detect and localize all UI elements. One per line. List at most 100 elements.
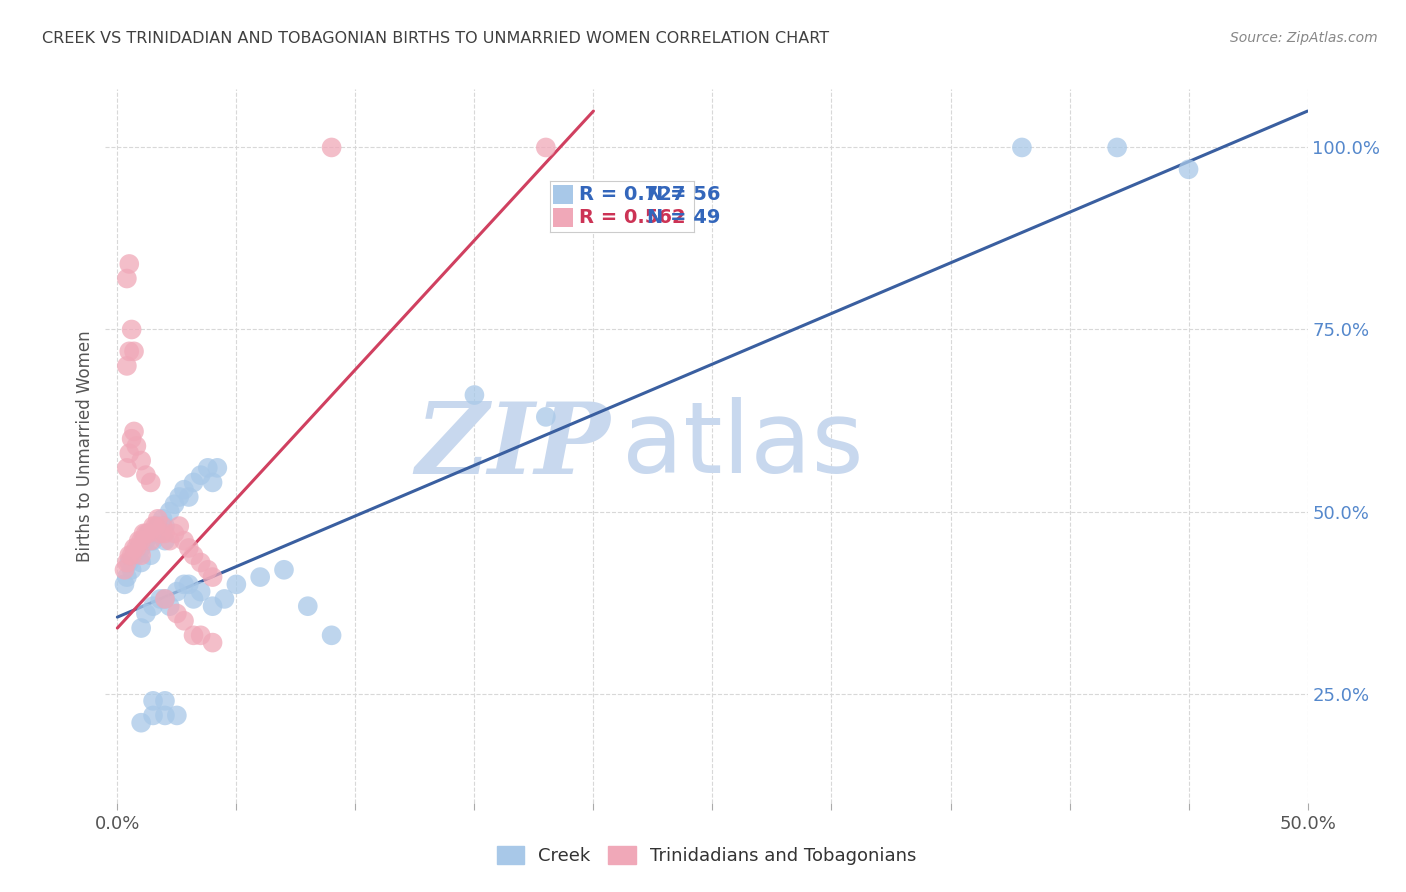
Point: [115, 460, 138, 475]
Point: [145, 526, 167, 541]
Bar: [553, 186, 574, 204]
Point: [149, 526, 172, 541]
Point: [183, 628, 205, 642]
Point: [183, 475, 205, 490]
Point: [273, 563, 295, 577]
Point: [129, 715, 152, 730]
Point: [463, 388, 485, 402]
Point: [146, 512, 169, 526]
Point: [114, 563, 136, 577]
Point: [173, 483, 195, 497]
Point: [132, 526, 155, 541]
Point: [153, 591, 176, 606]
Point: [125, 541, 148, 555]
Point: [115, 359, 138, 373]
Point: [122, 344, 145, 359]
Point: [190, 468, 212, 483]
Point: [177, 541, 200, 555]
Point: [121, 432, 143, 446]
Point: [534, 140, 557, 154]
Point: [139, 533, 162, 548]
Point: [121, 322, 143, 336]
Point: [115, 570, 138, 584]
Text: N = 49: N = 49: [647, 208, 720, 227]
Point: [173, 614, 195, 628]
Text: R = 0.727: R = 0.727: [579, 186, 686, 204]
Point: [152, 519, 174, 533]
Point: [166, 584, 188, 599]
Point: [201, 475, 224, 490]
Point: [145, 519, 167, 533]
Point: [153, 708, 176, 723]
Point: [321, 628, 343, 642]
Point: [321, 140, 343, 154]
Point: [159, 504, 181, 518]
Point: [125, 439, 148, 453]
Point: [1011, 140, 1033, 154]
Point: [136, 526, 159, 541]
Point: [129, 541, 152, 555]
Point: [201, 635, 224, 649]
Point: [114, 577, 136, 591]
Text: atlas: atlas: [623, 398, 865, 494]
Point: [129, 453, 152, 467]
Point: [142, 599, 165, 614]
Point: [249, 570, 271, 584]
Point: [163, 497, 186, 511]
Point: [135, 526, 157, 541]
Point: [118, 556, 141, 570]
Point: [121, 563, 143, 577]
Point: [142, 519, 165, 533]
Point: [142, 694, 165, 708]
Point: [197, 563, 219, 577]
Point: [159, 599, 181, 614]
Point: [142, 533, 165, 548]
Point: [167, 490, 190, 504]
Point: [153, 694, 176, 708]
Point: [128, 541, 150, 555]
Point: [183, 591, 205, 606]
Point: [177, 577, 200, 591]
Point: [118, 257, 141, 271]
Point: [115, 556, 138, 570]
Point: [297, 599, 319, 614]
Point: [190, 628, 212, 642]
Point: [190, 556, 212, 570]
Y-axis label: Births to Unmarried Women: Births to Unmarried Women: [76, 330, 94, 562]
Point: [129, 548, 152, 562]
Bar: [553, 209, 574, 227]
Point: [166, 708, 188, 723]
Point: [173, 577, 195, 591]
Point: [132, 533, 155, 548]
Point: [1107, 140, 1129, 154]
Point: [1177, 162, 1199, 177]
Point: [129, 621, 152, 635]
Text: CREEK VS TRINIDADIAN AND TOBAGONIAN BIRTHS TO UNMARRIED WOMEN CORRELATION CHART: CREEK VS TRINIDADIAN AND TOBAGONIAN BIRT…: [42, 31, 830, 46]
Point: [153, 519, 176, 533]
Text: Source: ZipAtlas.com: Source: ZipAtlas.com: [1230, 31, 1378, 45]
Point: [225, 577, 247, 591]
Point: [207, 460, 229, 475]
Point: [128, 533, 150, 548]
Point: [153, 533, 176, 548]
Point: [167, 519, 190, 533]
Point: [135, 533, 157, 548]
Point: [166, 607, 188, 621]
Point: [135, 468, 157, 483]
Text: N = 56: N = 56: [647, 186, 720, 204]
Point: [149, 526, 172, 541]
Point: [149, 591, 172, 606]
Point: [122, 541, 145, 555]
Point: [163, 526, 186, 541]
Point: [201, 570, 224, 584]
Text: R = 0.562: R = 0.562: [579, 208, 686, 227]
Point: [197, 460, 219, 475]
Point: [135, 607, 157, 621]
Point: [177, 490, 200, 504]
Point: [159, 533, 181, 548]
Point: [118, 548, 141, 562]
Point: [146, 519, 169, 533]
Point: [201, 599, 224, 614]
Point: [139, 475, 162, 490]
Point: [153, 591, 176, 606]
